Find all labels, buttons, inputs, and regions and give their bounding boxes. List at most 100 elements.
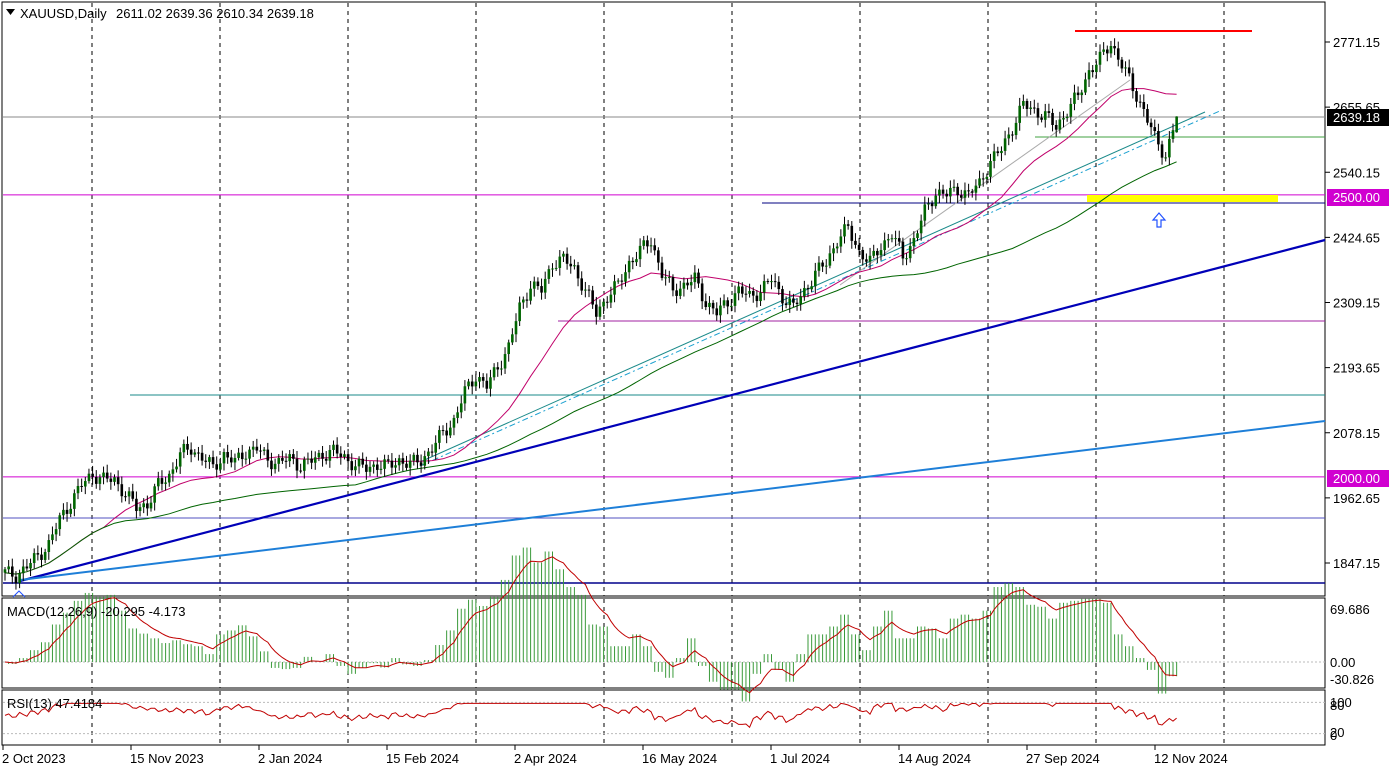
candle-body	[631, 260, 635, 263]
candle-body	[343, 454, 346, 457]
rsi-tick-100: 100	[1330, 695, 1352, 710]
candle-body	[284, 460, 288, 462]
candle-body	[321, 452, 324, 459]
grid-layer	[91, 3, 1225, 745]
candle-body	[627, 260, 631, 273]
candle-body	[514, 321, 518, 335]
candle-body	[616, 280, 620, 282]
candle-body	[51, 534, 54, 541]
candle-body	[832, 248, 835, 254]
candle-body	[1007, 134, 1011, 139]
candle-body	[657, 250, 660, 263]
candle-body	[54, 529, 58, 535]
candle-body	[930, 203, 934, 207]
candle-body	[456, 412, 459, 418]
candle-body	[554, 267, 558, 269]
candle-body	[164, 482, 167, 484]
candle-body	[76, 485, 80, 494]
time-tick-label: 15 Nov 2023	[130, 751, 204, 766]
candle-body	[1098, 51, 1102, 65]
candle-body	[879, 250, 883, 256]
candle-body	[430, 451, 434, 453]
time-tick-label: 1 Jul 2024	[770, 751, 830, 766]
candle-body	[649, 245, 653, 247]
candle-body	[292, 454, 295, 459]
candle-body	[317, 452, 321, 458]
candle-body	[543, 278, 547, 293]
rsi-line	[4, 702, 1177, 729]
candle-body	[1047, 111, 1051, 113]
candle-body	[197, 452, 200, 454]
candle-body	[518, 302, 521, 322]
candle-body	[1106, 49, 1109, 54]
candle-body	[525, 299, 529, 301]
candle-body	[835, 246, 839, 249]
candle-body	[503, 354, 507, 369]
candle-body	[339, 453, 343, 457]
price-tick-label: 2309.15	[1333, 296, 1380, 311]
candle-body	[288, 454, 291, 462]
candle-body	[7, 566, 10, 570]
candle-body	[313, 457, 317, 463]
candle-body	[441, 430, 445, 432]
rsi-label: RSI(13) 47.4184	[7, 696, 102, 711]
candle-body	[492, 367, 496, 378]
candle-body	[824, 265, 828, 267]
candle-body	[963, 190, 967, 198]
candle-body	[58, 515, 62, 530]
candle-body	[372, 464, 375, 467]
collapse-triangle-icon[interactable]	[6, 9, 15, 15]
sma-slow-line	[4, 161, 1177, 575]
candle-body	[678, 288, 682, 296]
candle-body	[62, 509, 65, 516]
candle-body	[270, 460, 273, 470]
candle-body	[324, 458, 328, 461]
ohlc-values: 2611.02 2639.36 2610.34 2639.18	[116, 6, 314, 21]
candle-body	[664, 277, 667, 279]
candle-body	[240, 452, 244, 460]
candle-body	[1022, 100, 1025, 106]
candle-body	[124, 496, 127, 498]
candle-body	[467, 381, 470, 387]
candle-body	[587, 289, 591, 291]
candle-body	[416, 454, 419, 463]
candle-body	[511, 334, 514, 343]
candle-body	[189, 449, 193, 455]
candle-body	[799, 296, 802, 305]
candle-body	[532, 281, 536, 289]
candle-body	[1164, 157, 1167, 159]
price-tick-label: 2078.15	[1333, 426, 1380, 441]
candle-body	[938, 189, 941, 196]
candle-body	[547, 269, 551, 279]
sma-fast-line	[4, 88, 1177, 575]
candle-body	[303, 459, 306, 471]
candle-body	[281, 457, 284, 461]
candle-body	[65, 509, 69, 514]
candle-body	[737, 286, 740, 294]
candle-body	[1135, 91, 1138, 102]
candle-body	[719, 305, 722, 316]
levels-layer	[3, 30, 1326, 584]
candle-body	[686, 282, 689, 286]
candle-body	[1073, 92, 1076, 104]
start-marker-icon	[12, 590, 26, 598]
candle-body	[449, 427, 452, 436]
candle-body	[1080, 92, 1084, 96]
candle-body	[109, 478, 113, 482]
candle-body	[120, 484, 124, 497]
candle-body	[419, 462, 423, 466]
candle-body	[949, 187, 952, 197]
candle-body	[814, 270, 817, 287]
candle-body	[620, 280, 624, 282]
candle-body	[602, 301, 605, 307]
candle-body	[230, 457, 233, 463]
candle-body	[1109, 46, 1113, 54]
candle-body	[149, 502, 153, 509]
candle-body	[744, 293, 748, 295]
candle-body	[751, 290, 755, 296]
candle-body	[846, 224, 850, 226]
candle-body	[427, 451, 430, 457]
macd-signal-line	[4, 556, 1177, 694]
candle-body	[887, 239, 890, 241]
